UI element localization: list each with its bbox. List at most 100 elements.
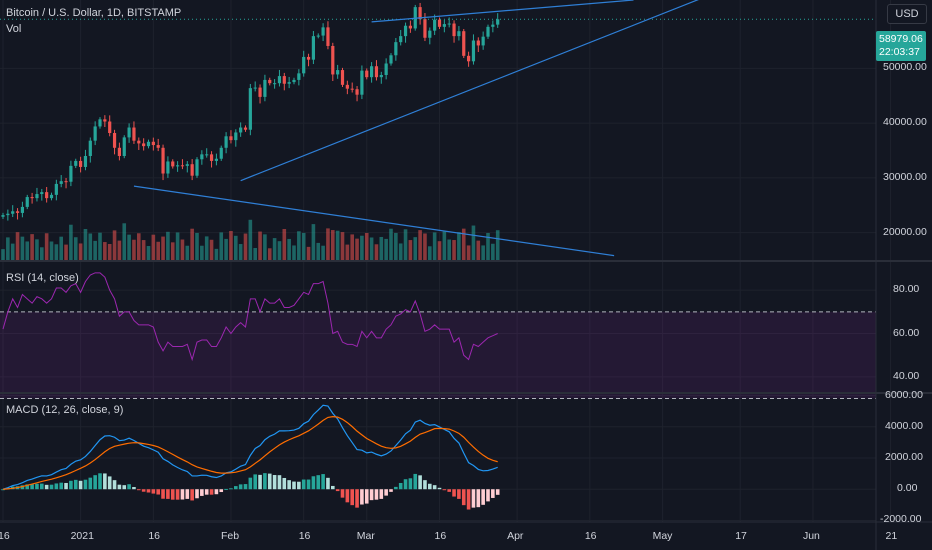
- macd-histogram-bar: [137, 489, 141, 491]
- candle: [137, 140, 141, 144]
- volume-bar: [297, 231, 301, 260]
- volume-bar: [360, 235, 364, 260]
- trendlines[interactable]: [133, 0, 711, 257]
- volume-bar: [442, 231, 447, 260]
- macd-histogram-bar: [209, 489, 214, 495]
- candle: [403, 25, 408, 37]
- candle: [59, 181, 63, 184]
- volume-bar: [495, 230, 500, 260]
- macd-histogram-bar: [141, 489, 146, 492]
- candle: [263, 79, 267, 97]
- time-tick-label: Apr: [507, 530, 524, 542]
- macd-histogram-bar: [112, 480, 117, 490]
- volume-bar: [418, 230, 422, 260]
- macd-pane: [1, 404, 500, 510]
- volume-bar: [35, 239, 39, 260]
- macd-histogram-bar: [59, 482, 63, 490]
- volume-bar: [6, 237, 10, 260]
- volume-bar: [25, 241, 30, 260]
- macd-histogram-bar: [345, 489, 350, 503]
- candle: [292, 79, 296, 83]
- volume-bar: [481, 245, 485, 260]
- macd-histogram-bar: [180, 489, 185, 500]
- volume-bar: [151, 234, 156, 260]
- macd-histogram-bar: [486, 489, 490, 502]
- volume-bar: [316, 242, 321, 260]
- candle: [374, 66, 379, 78]
- candle: [166, 161, 170, 174]
- macd-histogram-bar: [398, 482, 403, 490]
- macd-histogram-bar: [117, 484, 122, 490]
- volume-bar: [335, 230, 340, 260]
- macd-histogram-bar: [428, 483, 432, 490]
- macd-histogram-bar: [20, 485, 25, 490]
- volume-bar: [267, 248, 272, 260]
- candle: [108, 121, 112, 134]
- macd-histogram-bar: [491, 489, 495, 498]
- candle: [83, 156, 88, 167]
- candle: [350, 88, 354, 90]
- macd-histogram-bar: [229, 488, 233, 490]
- macd-histogram-bar: [190, 489, 194, 501]
- candle: [287, 82, 291, 84]
- macd-histogram-bar: [40, 483, 44, 490]
- macd-histogram-bar: [49, 484, 54, 490]
- candle: [200, 154, 204, 160]
- candle: [486, 26, 490, 37]
- candle: [205, 154, 209, 156]
- time-tick-label: 17: [735, 530, 747, 542]
- volume-bar: [200, 245, 204, 260]
- candle: [243, 127, 248, 130]
- volume-bar: [292, 245, 296, 260]
- candle: [442, 24, 446, 27]
- volume-bar: [161, 236, 165, 260]
- signal-line: [2, 416, 498, 490]
- candle: [20, 206, 24, 213]
- candle: [64, 181, 68, 183]
- candle: [282, 76, 286, 84]
- volume-bar: [389, 228, 393, 260]
- volume-bar: [403, 229, 408, 260]
- macd-histogram-bar: [355, 489, 359, 508]
- volume-bar: [374, 244, 379, 260]
- macd-histogram-bar: [156, 489, 160, 495]
- macd-histogram-bar: [195, 489, 199, 499]
- macd-histogram-bar: [107, 476, 112, 490]
- macd-histogram-bar: [437, 487, 442, 490]
- candle: [336, 70, 340, 75]
- volume-bar: [180, 239, 185, 260]
- macd-histogram-bar: [457, 489, 461, 499]
- volume-bar: [452, 240, 456, 260]
- volume-bar: [248, 219, 253, 260]
- candle: [224, 136, 228, 148]
- volume-bar: [88, 233, 93, 260]
- volume-bar: [364, 232, 369, 260]
- volume-bar: [243, 233, 248, 260]
- volume-bar: [219, 232, 224, 260]
- macd-histogram-bar: [360, 489, 364, 505]
- volume-bar: [117, 240, 122, 260]
- candle: [452, 23, 456, 37]
- candle: [229, 136, 233, 141]
- volume-bar: [457, 232, 461, 260]
- macd-histogram-bar: [175, 489, 180, 500]
- volume-bar: [122, 223, 127, 260]
- symbol-title: Bitcoin / U.S. Dollar, 1D, BITSTAMP: [6, 7, 182, 19]
- currency-button[interactable]: USD: [887, 4, 927, 24]
- macd-histogram-bar: [340, 489, 345, 498]
- macd-histogram-bar: [88, 477, 93, 490]
- rsi-pane: [0, 272, 876, 399]
- volume-bar: [345, 244, 350, 260]
- macd-histogram-bar: [44, 484, 49, 490]
- macd-histogram-bar: [64, 482, 68, 490]
- price-tick-label: 30000.00: [883, 170, 927, 183]
- candle: [25, 197, 29, 207]
- candle: [471, 40, 476, 62]
- volume-bar: [141, 240, 146, 260]
- macd-tick-label: 4000.00: [885, 419, 923, 432]
- candle: [171, 161, 175, 167]
- candle: [297, 73, 301, 80]
- macd-histogram-bar: [146, 489, 151, 493]
- candle: [35, 194, 39, 199]
